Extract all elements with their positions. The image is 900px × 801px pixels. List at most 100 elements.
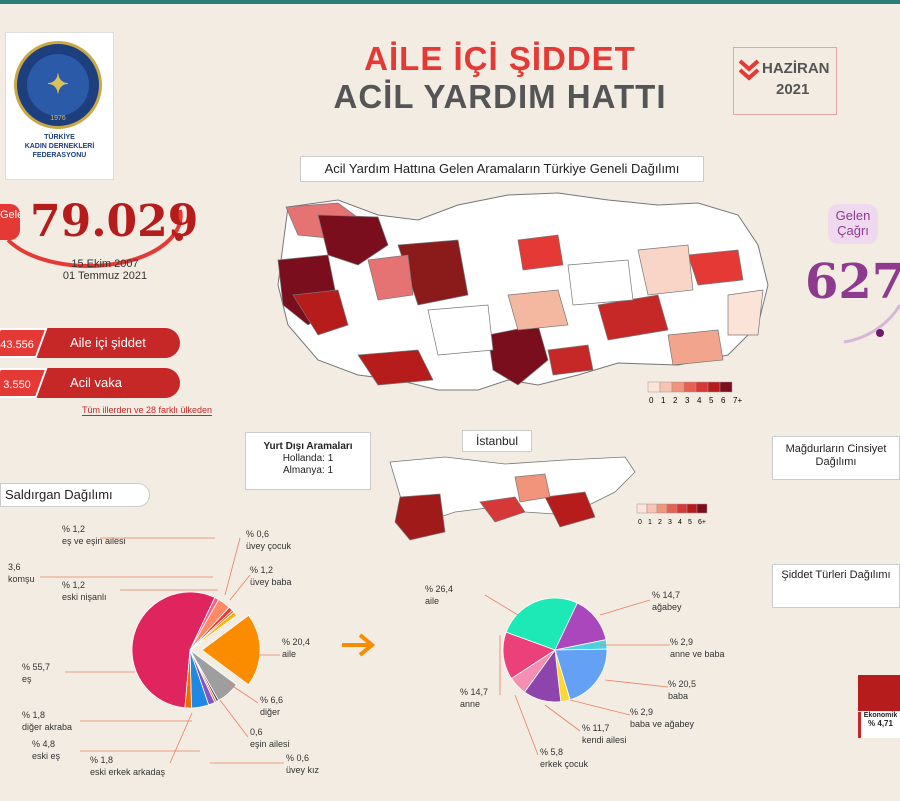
monthly-calls-arc [843, 304, 900, 344]
pie-label-value-1-2: 3,6 [8, 562, 21, 572]
map-legend-1: 1 [661, 396, 666, 405]
pie-label-value-2-4: % 2,9 [630, 707, 653, 717]
pie-label-value-2-5: % 11,7 [582, 723, 609, 733]
victim-gender-title: Mağdurların Cinsiyet Dağılımı [772, 436, 900, 480]
region-diyarbakir [667, 329, 724, 366]
map-legend-7: 7+ [733, 396, 742, 405]
pie-label-name-1-11: eski eş [32, 751, 61, 761]
leader-line [224, 537, 241, 596]
ist-legend-3: 3 [668, 519, 672, 526]
monthly-calls-number: 627 [805, 254, 900, 310]
pie-label-name-2-6: erkek çocuk [540, 759, 589, 769]
total-calls-number: 79.029 [30, 196, 199, 247]
ist-legend-0: 0 [638, 519, 642, 526]
logo-org-line2: KADIN DERNEKLERİ [24, 143, 95, 150]
region-kayseri [507, 289, 569, 331]
leader-line [599, 599, 651, 616]
region-izmir [292, 289, 349, 336]
map-legend: 0 1 2 3 4 5 6 7+ [647, 381, 742, 405]
logo-emblem: ✦ 1976 [14, 41, 102, 129]
pie-label-value-1-5: % 1,2 [250, 565, 273, 575]
monthly-calls-label: Gelen Çağrı [828, 204, 878, 244]
pie-slice-üvey-baba [189, 611, 238, 651]
family-attacker-pie [502, 597, 608, 703]
istanbul-legend: 0 1 2 3 4 5 6+ [636, 503, 708, 526]
coverage-note: Tüm illerden ve 28 farklı ülkeden [82, 405, 213, 416]
pie-label-value-1-6: % 20,4 [282, 637, 310, 647]
pie-label-value-1-11: % 4,8 [32, 739, 55, 749]
pie-label-value-1-12: % 1,8 [22, 710, 45, 720]
pie-label-name-1-12: diğer akraba [22, 722, 72, 732]
logo-year: 1976 [50, 115, 66, 122]
pie-label-name-2-3: baba [668, 691, 688, 701]
pie-label-name-1-7: diğer [260, 707, 280, 717]
pie-label-name-1-6: aile [282, 649, 296, 659]
region-eskisehir [367, 254, 414, 301]
domestic-violence-count-box: 43.556 [0, 328, 48, 358]
pie-label-value-1-9: % 0,6 [286, 753, 309, 763]
pie-label-value-2-1: % 14,7 [652, 590, 680, 600]
pie-label-name-2-0: aile [425, 596, 439, 606]
istanbul-center [514, 473, 551, 503]
pie-label-value-2-2: % 2,9 [670, 637, 693, 647]
pie-label-name-1-5: üvey baba [250, 577, 292, 587]
map-legend-2: 2 [673, 396, 678, 405]
region-konya [427, 304, 494, 356]
economic-pct: % 4,71 [868, 719, 893, 728]
page-title-line1: AİLE İÇİ ŞİDDET [364, 40, 636, 77]
logo-monogram-icon: ✦ [27, 54, 89, 116]
region-gaziantep [547, 344, 594, 376]
wallet-icon [858, 675, 900, 711]
pie-label-value-2-6: % 5,8 [540, 747, 563, 757]
domestic-violence-count: 43.556 [0, 339, 35, 351]
logo-org-line3: FEDERASYONU [32, 152, 87, 159]
pie-label-value-1-4: % 0,6 [246, 529, 269, 539]
pie-labels: % 55,7 eş % 1,2 eş ve eşin ailesi 3,6 komşu % … [8, 524, 725, 777]
total-calls-arc [6, 209, 183, 268]
ist-legend-1: 1 [648, 519, 652, 526]
leader-line [227, 682, 259, 704]
pie-slice-aile [505, 597, 578, 651]
date-range: 15 Ekim 2007 01 Temmuz 2021 [40, 258, 170, 282]
region-van [727, 289, 764, 336]
emergency-count-box: 3.550 [0, 368, 48, 398]
logo-text: TÜRKİYE KADIN DERNEKLERİ FEDERASYONU [6, 133, 113, 160]
istanbul-asia [544, 491, 596, 528]
leader-line [514, 694, 539, 756]
turkey-map: 0 1 2 3 4 5 6 7+ [277, 192, 769, 405]
federation-logo: ✦ 1976 TÜRKİYE KADIN DERNEKLERİ FEDERASY… [5, 32, 114, 180]
istanbul-catalca [394, 493, 446, 541]
pie-label-name-1-0: eş [22, 674, 32, 684]
pie-label-name-1-10: eski erkek arkadaş [90, 767, 166, 777]
report-date-box: HAZİRAN 2021 [733, 47, 837, 115]
abroad-title: Yurt Dışı Aramaları [263, 441, 353, 452]
report-year: 2021 [776, 81, 810, 98]
leader-line [219, 699, 249, 738]
region-trabzon [687, 249, 744, 286]
pie-label-name-1-2: komşu [8, 574, 35, 584]
pie-charts: % 55,7 eş % 1,2 eş ve eşin ailesi 3,6 komşu % … [8, 524, 725, 777]
istanbul-map: 0 1 2 3 4 5 6+ [389, 456, 708, 541]
pie-label-value-1-1: % 1,2 [62, 524, 85, 534]
leader-line [229, 574, 251, 601]
domestic-violence-stat: 43.556 Aile içi şiddet [0, 328, 180, 358]
pie-label-name-1-3: eski nişanlı [62, 592, 107, 602]
violence-types-title: Şiddet Türleri Dağılımı [772, 564, 900, 608]
pie-label-name-1-4: üvey çocuk [246, 541, 292, 551]
attacker-pie [131, 591, 261, 709]
pie-label-name-2-2: anne ve baba [670, 649, 725, 659]
abroad-line2: Almanya: 1 [282, 465, 334, 476]
domestic-violence-label: Aile içi şiddet [70, 335, 146, 350]
pie-slice-diğer-akraba [184, 649, 192, 709]
region-samsun [517, 234, 564, 271]
pie-label-name-2-4: baba ve ağabey [630, 719, 695, 729]
logo-org-line1: TÜRKİYE [44, 134, 75, 141]
region-erzurum [637, 244, 694, 296]
pie-label-value-1-8: 0,6 [250, 727, 263, 737]
arrow-right-icon [342, 633, 376, 657]
pie-slice-anne [502, 631, 556, 679]
map-legend-5: 5 [709, 396, 714, 405]
pie-slice-baba [554, 648, 608, 701]
calls-label-tag: Gelen Çağrı [0, 204, 20, 240]
emergency-label: Acil vaka [70, 375, 123, 390]
